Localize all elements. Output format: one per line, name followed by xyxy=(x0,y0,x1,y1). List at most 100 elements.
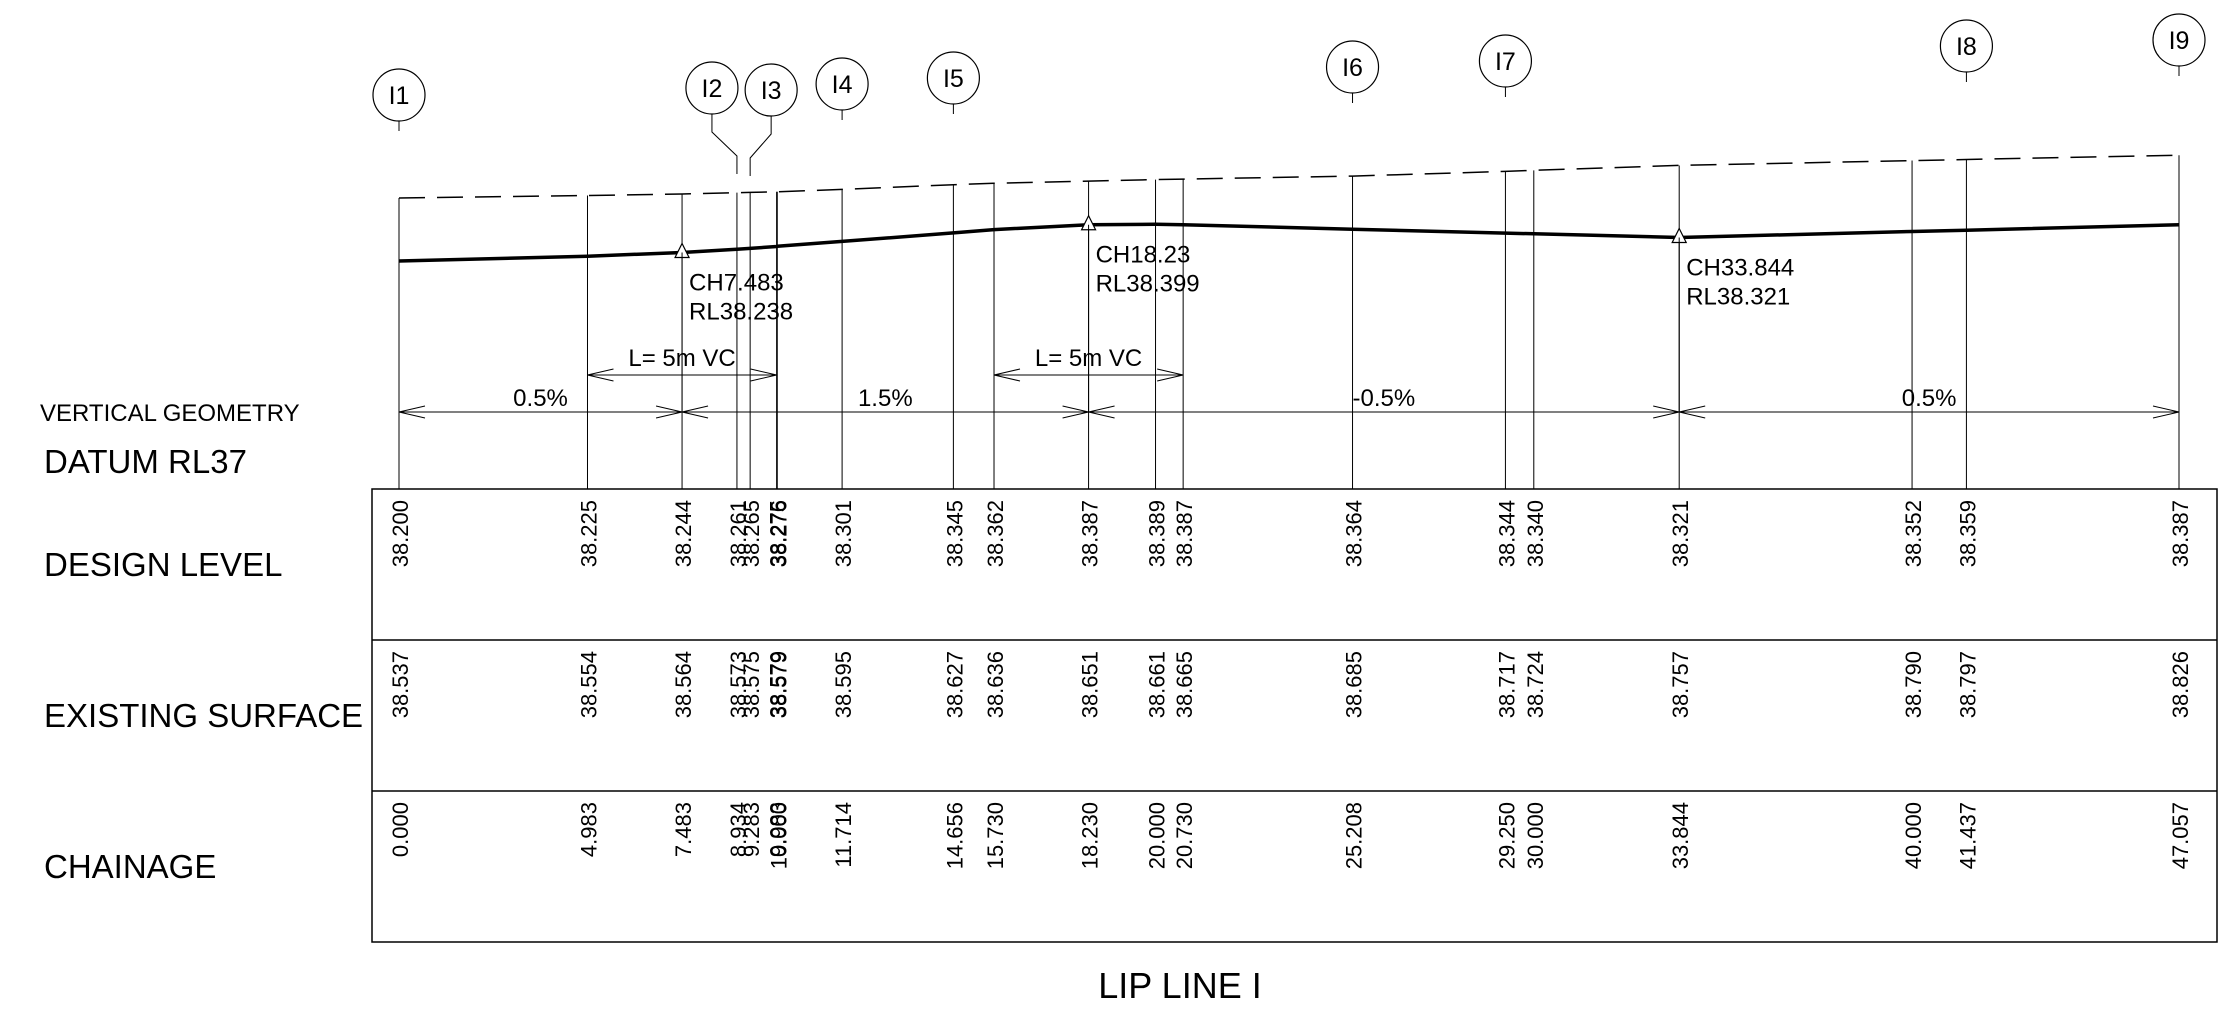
design-level-value: 38.265 xyxy=(739,500,764,567)
chainage-value: 9.983 xyxy=(766,802,791,857)
marker-label: I9 xyxy=(2169,27,2190,55)
chainage-value: 15.730 xyxy=(983,802,1008,869)
existing-surface-value: 38.685 xyxy=(1342,651,1367,718)
vertical-curve-label: L= 5m VC xyxy=(1035,345,1142,372)
chainage-value: 4.983 xyxy=(577,802,602,857)
existing-surface-label: EXISTING SURFACE xyxy=(44,697,363,734)
design-level-value: 38.387 xyxy=(2168,500,2193,567)
chainage-value: 29.250 xyxy=(1494,802,1519,869)
marker-label: I1 xyxy=(389,82,410,110)
vertical-curve-arrow-start xyxy=(587,368,614,382)
existing-surface-value: 38.717 xyxy=(1494,651,1519,718)
design-level-value: 38.244 xyxy=(671,500,696,567)
existing-surface-value: 38.627 xyxy=(942,651,967,718)
existing-surface-value: 38.564 xyxy=(671,651,696,718)
chainage-value: 40.000 xyxy=(1901,802,1926,869)
design-level-value: 38.364 xyxy=(1342,500,1367,567)
design-level-value: 38.387 xyxy=(1172,500,1197,567)
chainage-value: 0.000 xyxy=(388,802,413,857)
design-level-value: 38.276 xyxy=(766,500,791,567)
marker-leader xyxy=(711,114,738,174)
marker-label: I6 xyxy=(1342,54,1363,82)
existing-surface-value: 38.573 xyxy=(726,651,751,718)
chainage-value: 20.730 xyxy=(1172,802,1197,869)
grade-point-chainage: CH7.483 xyxy=(689,269,784,296)
vertical-curve-arrow-end xyxy=(1157,368,1184,382)
existing-surface-value: 38.724 xyxy=(1523,651,1548,718)
grade-label: 1.5% xyxy=(858,385,913,412)
chainage-value: 8.934 xyxy=(726,802,751,857)
chainage-value: 33.844 xyxy=(1668,802,1693,869)
chainage-value: 18.230 xyxy=(1078,802,1103,869)
station-lines-layer xyxy=(398,155,2180,489)
grade-arrow-start xyxy=(398,405,426,419)
design-profile-layer xyxy=(398,222,2180,263)
grade-arrow-start xyxy=(1679,405,1706,419)
grade-point-chainage: CH33.844 xyxy=(1686,255,1794,282)
existing-surface-value: 38.757 xyxy=(1668,651,1693,718)
chainage-value: 7.483 xyxy=(671,802,696,857)
existing-surface-value: 38.636 xyxy=(983,651,1008,718)
chainage-value: 20.000 xyxy=(1145,802,1170,869)
drawing-title: LIP LINE I xyxy=(1098,965,1261,1006)
existing-surface-value: 38.826 xyxy=(2168,651,2193,718)
chainage-label: CHAINAGE xyxy=(44,848,216,885)
design-profile-line xyxy=(398,222,2180,263)
existing-surface-value: 38.665 xyxy=(1172,651,1197,718)
design-level-value: 38.225 xyxy=(577,500,602,567)
existing-surface-value: 38.579 xyxy=(766,651,791,718)
existing-surface-value: 38.790 xyxy=(1901,651,1926,718)
chainage-value: 41.437 xyxy=(1955,802,1980,869)
design-level-value: 38.301 xyxy=(831,500,856,567)
vertical-curve-arrow-start xyxy=(993,368,1021,382)
vertical-curve-label: L= 5m VC xyxy=(628,345,735,372)
grade-point-chainage: CH18.23 xyxy=(1096,242,1191,269)
chainage-value: 14.656 xyxy=(942,802,967,869)
grade-label: -0.5% xyxy=(1353,385,1416,412)
existing-surface-layer xyxy=(398,154,2180,199)
design-level-value: 38.275 xyxy=(766,500,791,567)
existing-surface-value: 38.554 xyxy=(577,651,602,718)
marker-label: I8 xyxy=(1956,33,1977,61)
design-level-value: 38.200 xyxy=(388,500,413,567)
existing-surface-value: 38.537 xyxy=(388,651,413,718)
table-values-layer: 38.200 38.537 0.000 38.225 38.554 4.983 38.244… xyxy=(388,500,2193,869)
marker-label: I3 xyxy=(761,77,782,105)
design-level-value: 38.359 xyxy=(1955,500,1980,567)
marker-label: I4 xyxy=(832,71,853,99)
grade-arrow-end xyxy=(2152,405,2180,419)
design-level-value: 38.321 xyxy=(1668,500,1693,567)
existing-surface-value: 38.651 xyxy=(1078,651,1103,718)
design-level-value: 38.340 xyxy=(1523,500,1548,567)
grade-point-rl: RL38.238 xyxy=(689,298,793,325)
design-level-value: 38.345 xyxy=(942,500,967,567)
existing-surface-value: 38.661 xyxy=(1145,651,1170,718)
grade-label: 0.5% xyxy=(1902,385,1957,412)
chainage-value: 30.000 xyxy=(1523,802,1548,869)
grade-arrow-start xyxy=(681,405,709,419)
design-level-value: 38.362 xyxy=(983,500,1008,567)
design-level-value: 38.387 xyxy=(1078,500,1103,567)
data-table-frame xyxy=(371,488,2218,943)
chainage-value: 11.714 xyxy=(831,802,856,868)
grade-arrow-start xyxy=(1088,405,1115,419)
design-level-value: 38.261 xyxy=(726,500,751,567)
marker-bubbles-layer: I1 I2 I3 I4 I5 I6 I7 I8 I9 xyxy=(372,13,2206,176)
grade-point-rl: RL38.321 xyxy=(1686,284,1790,311)
existing-surface-value: 38.797 xyxy=(1955,651,1980,718)
grade-point-rl: RL38.399 xyxy=(1096,271,1200,298)
existing-surface-line xyxy=(398,154,2180,199)
grade-label: 0.5% xyxy=(513,385,568,412)
chainage-value: 9.283 xyxy=(739,802,764,857)
chainage-value: 47.057 xyxy=(2168,802,2193,869)
existing-surface-value: 38.575 xyxy=(739,651,764,718)
marker-label: I7 xyxy=(1495,48,1516,76)
marker-label: I5 xyxy=(943,65,964,93)
chainage-value: 25.208 xyxy=(1342,802,1367,869)
marker-label: I2 xyxy=(702,75,723,103)
chainage-value: 10.000 xyxy=(766,802,791,869)
design-level-value: 38.352 xyxy=(1901,500,1926,567)
design-level-value: 38.389 xyxy=(1145,500,1170,567)
vertical-curve-arrow-end xyxy=(750,368,777,382)
